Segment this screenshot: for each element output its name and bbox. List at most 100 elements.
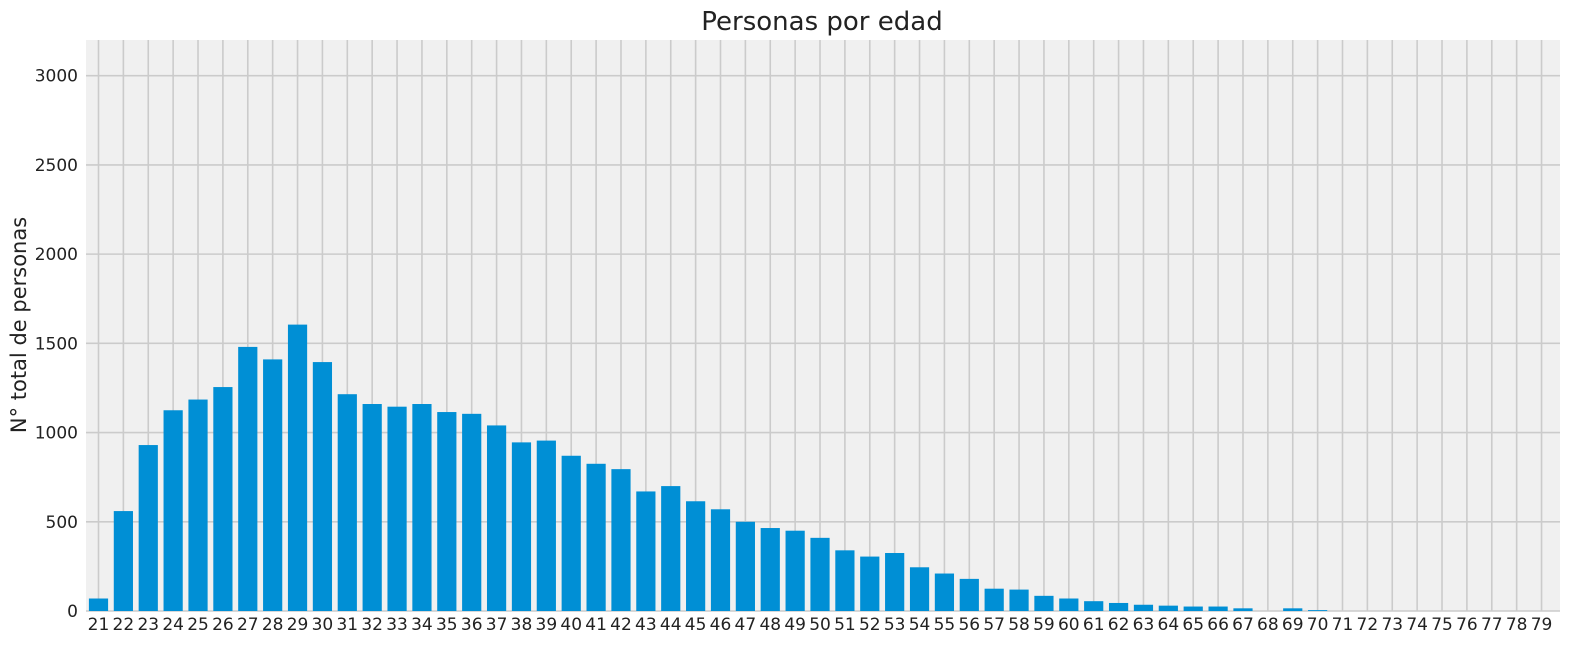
bar-48: [760, 528, 780, 611]
bar-27: [238, 346, 258, 611]
x-tick-label: 46: [710, 615, 732, 635]
bar-24: [163, 410, 183, 611]
bar-54: [909, 567, 930, 611]
bar-42: [611, 469, 631, 611]
x-tick-label: 30: [312, 615, 334, 635]
x-tick-label: 52: [859, 615, 881, 635]
bar-47: [735, 521, 755, 611]
x-tick-label: 33: [386, 615, 408, 635]
x-tick-label: 58: [1008, 615, 1030, 635]
chart-title: Personas por edad: [701, 7, 942, 37]
x-tick-label: 44: [660, 615, 682, 635]
y-axis-label: N° total de personas: [7, 217, 31, 433]
y-tick-label: 2500: [35, 156, 78, 176]
bar-35: [437, 412, 457, 611]
bar-70: [1308, 610, 1328, 611]
x-tick-label: 38: [511, 615, 533, 635]
bar-53: [885, 553, 905, 611]
y-tick-label: 3000: [35, 67, 78, 87]
x-tick-labels: 21 22 23 24 25 26 27 28 29 30 31 32 33 34 35 36 37 38 39 40…: [88, 615, 1553, 635]
x-tick-label: 24: [162, 615, 184, 635]
x-tick-label: 77: [1481, 615, 1503, 635]
x-tick-label: 43: [635, 615, 657, 635]
bar-45: [686, 501, 706, 611]
bar-39: [536, 440, 556, 611]
x-tick-label: 71: [1332, 615, 1354, 635]
x-tick-label: 37: [486, 615, 508, 635]
bar-46: [710, 509, 731, 611]
bar-37: [486, 425, 507, 611]
bar-62: [1108, 602, 1129, 611]
bars-group: [88, 324, 1328, 611]
x-tick-label: 36: [461, 615, 483, 635]
x-tick-label: 28: [262, 615, 284, 635]
x-tick-label: 53: [884, 615, 906, 635]
bar-36: [462, 413, 482, 611]
bar-69: [1283, 608, 1303, 611]
x-tick-label: 70: [1307, 615, 1329, 635]
x-tick-label: 54: [909, 615, 931, 635]
x-tick-label: 57: [983, 615, 1005, 635]
x-tick-label: 63: [1133, 615, 1155, 635]
x-tick-label: 60: [1058, 615, 1080, 635]
y-tick-label: 1000: [35, 424, 78, 444]
bar-43: [636, 491, 656, 611]
x-tick-label: 26: [212, 615, 234, 635]
bar-66: [1208, 606, 1228, 611]
x-tick-label: 78: [1506, 615, 1528, 635]
x-tick-label: 66: [1207, 615, 1229, 635]
bar-30: [312, 362, 333, 611]
x-tick-label: 64: [1158, 615, 1180, 635]
bar-25: [188, 399, 208, 611]
x-tick-label: 76: [1456, 615, 1478, 635]
bar-34: [412, 404, 432, 611]
bar-50: [810, 537, 830, 611]
bar-56: [959, 578, 979, 611]
x-tick-label: 40: [560, 615, 582, 635]
bar-49: [785, 530, 805, 611]
x-tick-label: 41: [585, 615, 607, 635]
x-tick-label: 32: [361, 615, 383, 635]
x-tick-label: 22: [113, 615, 135, 635]
bar-57: [984, 588, 1004, 611]
x-tick-label: 67: [1232, 615, 1254, 635]
x-tick-label: 50: [809, 615, 831, 635]
x-tick-label: 42: [610, 615, 632, 635]
x-tick-label: 45: [685, 615, 707, 635]
bar-33: [387, 406, 407, 611]
x-tick-label: 61: [1083, 615, 1105, 635]
x-tick-label: 39: [536, 615, 558, 635]
bar-44: [661, 486, 681, 611]
bar-22: [113, 511, 133, 611]
bar-23: [138, 445, 158, 611]
bar-21: [88, 598, 109, 611]
x-tick-label: 35: [436, 615, 458, 635]
y-tick-label: 1500: [35, 334, 78, 354]
bar-38: [511, 442, 532, 611]
bar-59: [1034, 595, 1054, 611]
x-tick-label: 69: [1282, 615, 1304, 635]
y-tick-label: 2000: [35, 245, 78, 265]
bar-26: [213, 387, 233, 611]
x-tick-label: 55: [934, 615, 956, 635]
x-tick-label: 68: [1257, 615, 1279, 635]
x-tick-label: 79: [1531, 615, 1553, 635]
x-tick-label: 74: [1406, 615, 1428, 635]
bar-61: [1084, 601, 1104, 611]
bar-32: [362, 404, 382, 611]
bar-55: [934, 573, 955, 611]
bar-58: [1009, 589, 1029, 611]
x-tick-label: 25: [187, 615, 209, 635]
x-tick-label: 62: [1108, 615, 1130, 635]
x-tick-label: 48: [759, 615, 781, 635]
y-tick-label: 500: [46, 513, 78, 533]
x-tick-label: 47: [735, 615, 757, 635]
bar-41: [586, 463, 606, 611]
bar-51: [835, 550, 855, 611]
bar-60: [1059, 598, 1079, 611]
bar-52: [860, 556, 880, 611]
y-tick-labels: 0 500 1000 1500 2000 2500 3000: [35, 67, 78, 622]
x-tick-label: 51: [834, 615, 856, 635]
bar-31: [337, 394, 357, 611]
